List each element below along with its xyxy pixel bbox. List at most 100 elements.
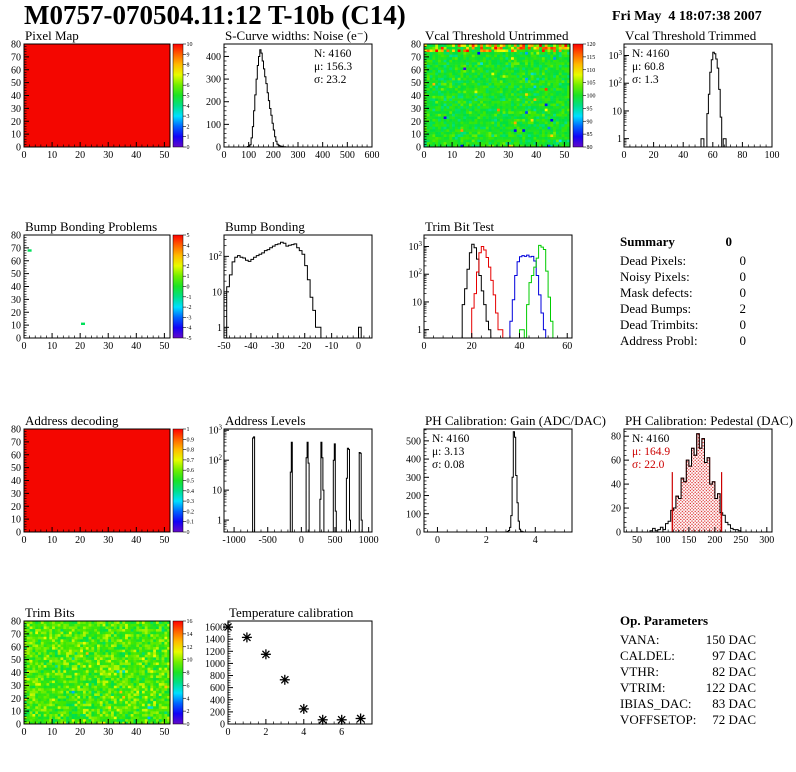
svg-text:50: 50 [632, 535, 642, 546]
svg-text:80: 80 [737, 150, 747, 161]
svg-text:0: 0 [622, 150, 627, 161]
svg-text:100: 100 [587, 94, 596, 100]
svg-text:600: 600 [365, 150, 380, 161]
plot-ph-calibration-pedestal: PH Calibration: Pedestal (DAC) 50 100 150 20… [600, 413, 796, 563]
plot-ph-calibration-gain: PH Calibration: Gain (ADC/DAC) 0 2 4 0 100 200… [400, 413, 606, 563]
svg-text:10: 10 [47, 535, 57, 546]
plot-address-levels: Address Levels -1000 -500 0 500 1000 1 10 102 103 [200, 413, 399, 563]
svg-text:500: 500 [340, 150, 355, 161]
summary-grade: 0 [725, 234, 733, 249]
summary-rows: Dead Pixels: 0 Noisy Pixels: 0 Mask defects:… [620, 253, 746, 349]
svg-text:50: 50 [559, 150, 569, 161]
svg-text:60: 60 [11, 65, 21, 76]
svg-text:10: 10 [212, 486, 222, 497]
svg-text:0: 0 [416, 528, 421, 539]
svg-text:20: 20 [11, 502, 21, 513]
svg-text:100: 100 [655, 535, 670, 546]
svg-text:10: 10 [447, 150, 457, 161]
page-title: M0757-070504.11:12 T-10b (C14) [24, 0, 406, 30]
svg-text:N: 4160: N: 4160 [632, 48, 670, 60]
svg-text:115: 115 [587, 55, 596, 61]
op-parameter-row: VOFFSETOP: 72 DAC [620, 712, 756, 727]
svg-text:40: 40 [411, 91, 421, 102]
svg-text:-4: -4 [187, 326, 192, 332]
svg-text:105: 105 [587, 81, 596, 87]
svg-text:103: 103 [209, 424, 223, 437]
summary-row: Mask defects: 0 [620, 285, 746, 300]
svg-text:85: 85 [587, 132, 593, 138]
svg-text:40: 40 [678, 150, 688, 161]
svg-text:60: 60 [611, 456, 621, 467]
svg-text:9: 9 [187, 52, 190, 58]
svg-text:0: 0 [16, 334, 21, 345]
svg-text:Address Levels: Address Levels [225, 413, 306, 428]
svg-text:40: 40 [131, 535, 141, 546]
svg-text:80: 80 [611, 432, 621, 443]
svg-text:0: 0 [16, 528, 21, 539]
svg-text:0.3: 0.3 [187, 499, 195, 505]
svg-text:60: 60 [562, 341, 572, 352]
svg-text:1: 1 [187, 135, 190, 141]
svg-text:Bump Bonding Problems: Bump Bonding Problems [25, 219, 157, 234]
svg-text:1: 1 [417, 325, 422, 336]
svg-text:500: 500 [406, 436, 421, 447]
svg-text:300: 300 [759, 535, 774, 546]
svg-text:80: 80 [587, 145, 593, 151]
svg-text:10: 10 [11, 515, 21, 526]
op-parameters-rows: VANA: 150 DAC CALDEL: 97 DAC VTHR: 82 DAC VTRI… [620, 632, 756, 728]
svg-text:10: 10 [412, 297, 422, 308]
svg-text:70: 70 [411, 52, 421, 63]
svg-text:10: 10 [411, 130, 421, 141]
svg-text:0.4: 0.4 [187, 489, 195, 495]
svg-text:0: 0 [22, 150, 27, 161]
svg-text:60: 60 [708, 150, 718, 161]
svg-text:300: 300 [406, 473, 421, 484]
svg-text:60: 60 [411, 65, 421, 76]
svg-text:Vcal Threshold Untrimmed: Vcal Threshold Untrimmed [425, 28, 569, 43]
plot-vcal-threshold-trimmed: Vcal Threshold Trimmed 0 20 40 60 80 100 1 10 102… [600, 28, 796, 178]
svg-text:0: 0 [222, 150, 227, 161]
svg-text:20: 20 [649, 150, 659, 161]
svg-text:0: 0 [187, 285, 190, 291]
svg-text:-1: -1 [187, 295, 192, 301]
summary-heading: Summary [620, 234, 675, 249]
plot-bump-bonding-problems: Bump Bonding Problems 0 10 20 30 40 50 0 10 20 30 4… [0, 219, 199, 369]
svg-text:0: 0 [216, 143, 221, 154]
svg-text:4: 4 [187, 243, 190, 249]
svg-text:Trim Bits: Trim Bits [25, 605, 75, 620]
svg-text:110: 110 [587, 68, 596, 74]
plot-trim-bit-test: Trim Bit Test 0 20 40 60 1 10 102 103 [400, 219, 599, 369]
svg-text:102: 102 [209, 454, 223, 467]
svg-text:40: 40 [131, 341, 141, 352]
svg-text:5: 5 [187, 233, 190, 239]
svg-text:-10: -10 [325, 341, 338, 352]
svg-text:10: 10 [11, 130, 21, 141]
svg-text:400: 400 [406, 455, 421, 466]
op-parameter-row: VTHR: 82 DAC [620, 664, 756, 679]
svg-text:50: 50 [11, 463, 21, 474]
svg-text:N: 4160: N: 4160 [432, 433, 470, 445]
plot-temperature-calibration: Temperature calibration 0 2 4 6 0 200 400 600 800… [200, 605, 399, 755]
svg-text:250: 250 [733, 535, 748, 546]
svg-text:20: 20 [75, 150, 85, 161]
svg-text:0.6: 0.6 [187, 468, 195, 474]
summary-row: Dead Bumps: 2 [620, 301, 746, 316]
svg-text:0.5: 0.5 [187, 479, 195, 485]
svg-text:20: 20 [611, 504, 621, 515]
svg-text:PH Calibration: Gain (ADC/DAC): PH Calibration: Gain (ADC/DAC) [425, 413, 606, 428]
plot-bump-bonding: Bump Bonding -50 -40 -30 -20 -10 0 1 10 102 [200, 219, 399, 369]
svg-text:1: 1 [217, 323, 222, 334]
svg-text:Bump Bonding: Bump Bonding [225, 219, 305, 234]
svg-text:0.9: 0.9 [187, 437, 195, 443]
svg-text:0.8: 0.8 [187, 448, 195, 454]
svg-text:μ: 156.3: μ: 156.3 [314, 61, 352, 73]
op-parameters-panel: Op. Parameters VANA: 150 DAC CALDEL: 97 DAC… [620, 613, 756, 728]
svg-text:-20: -20 [298, 341, 311, 352]
svg-text:200: 200 [707, 535, 722, 546]
summary-row: Dead Pixels: 0 [620, 253, 746, 268]
svg-text:1: 1 [217, 516, 222, 527]
svg-text:200: 200 [206, 97, 221, 108]
svg-text:Address decoding: Address decoding [25, 413, 119, 428]
svg-text:8: 8 [187, 63, 190, 69]
svg-text:Vcal Threshold Trimmed: Vcal Threshold Trimmed [625, 28, 757, 43]
